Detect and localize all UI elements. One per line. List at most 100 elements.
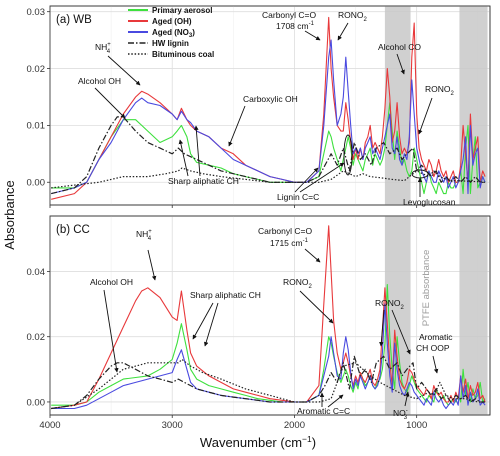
annotation-no3-b-main: NO <box>393 408 406 418</box>
legend-label-aged-oh: Aged (OH) <box>152 17 192 26</box>
annotation-rono2-b2: RONO2 <box>375 298 405 311</box>
y-axis-label: Absorbance <box>2 180 17 249</box>
legend-label-aged-no3-end: ) <box>192 28 195 37</box>
panel-a-title: (a) WB <box>56 14 92 26</box>
y-tick-label: 0.00 <box>27 397 46 408</box>
legend-label-bituminous-coal: Bituminous coal <box>152 50 214 59</box>
arrow-rono2-b2a <box>379 309 385 347</box>
x-tick-label: 2000 <box>284 420 305 431</box>
y-tick-label: 0.01 <box>27 121 46 132</box>
annotation-ch-oop-b: CH OOP <box>416 343 450 353</box>
arrow-rono2-b1 <box>299 290 334 324</box>
annotation-alcohol-co-a: Alcohol CO <box>378 42 421 52</box>
legend-label-aged-no3-main: Aged (NO <box>152 28 189 37</box>
annotation-nh4-b-sup: + <box>148 229 152 235</box>
annotation-aromatic-cc-b: Aromatic C=C <box>297 406 350 416</box>
series-hw-lignin <box>51 355 486 410</box>
annotation-nh4-a-sub: 4 <box>107 49 111 55</box>
arrow-lignin-cc-a1 <box>299 162 345 193</box>
arrow-aromatic-cc-b1 <box>327 394 344 408</box>
arrow-aliphatic-ch-a1 <box>178 139 189 177</box>
lignin-ellipse-a <box>343 134 353 176</box>
y-tick-label: 0.04 <box>27 267 46 278</box>
annotation-rono2-a1: RONO2 <box>338 10 368 23</box>
annotation-rono2-a2: RONO2 <box>425 84 455 97</box>
legend: Primary aerosol Aged (OH) Aged (NO3) HW … <box>128 6 214 59</box>
y-tick-label: 0.02 <box>27 64 46 75</box>
legend-label-aged-no3-sub: 3 <box>189 33 193 39</box>
x-axis-label-sup: −1 <box>302 434 312 444</box>
plot-area <box>49 5 491 206</box>
x-axis-label: Wavenumber (cm−1) <box>200 434 316 450</box>
arrow-no3-b <box>404 391 410 407</box>
annotation-arrows <box>94 22 439 408</box>
annotation-lignin-cc-a: Lignin C=C <box>277 192 319 202</box>
annotation-nh4-a-main: NH <box>95 42 107 52</box>
x-tick-label: 4000 <box>39 420 60 431</box>
annotation-nh4-b-main: NH <box>136 229 148 239</box>
annotation-nh4-a: NH+ 4 <box>95 42 111 55</box>
arrow-alcohol-oh-a <box>94 87 126 119</box>
annotation-rono2-a2-sub: 2 <box>451 91 455 97</box>
x-tick-label: 3000 <box>162 420 183 431</box>
y-tick-label: 0.00 <box>27 178 46 189</box>
arrow-rono2-b2b <box>391 309 411 355</box>
annotation-carbonyl-wn-a: 1708 cm-1 <box>276 21 315 31</box>
panel-a: 0.00 0.01 0.02 0.03 <box>27 5 491 208</box>
arrow-carbonyl-b <box>304 248 321 263</box>
panel-b: 0.00 0.02 0.04 4000 3000 2000 1000 <box>27 215 491 431</box>
annotation-carbonyl-b: Carbonyl C=O <box>258 226 312 236</box>
annotation-carbonyl-wn-b-main: 1715 cm <box>270 238 303 248</box>
x-axis-label-main: Wavenumber (cm <box>200 435 302 450</box>
x-axis-label-end: ) <box>312 435 316 450</box>
ptfe-shaded-region <box>459 216 488 415</box>
arrow-alcohol-oh-b <box>103 289 119 373</box>
annotation-rono2-a2-main: RONO <box>425 84 451 94</box>
annotation-nh4-b: NH+ 4 <box>136 229 152 242</box>
legend-label-aged-no3: Aged (NO3) <box>152 28 195 39</box>
arrow-carboxylic-oh-a <box>228 105 246 147</box>
annotation-no3-b-sup: - <box>406 408 408 414</box>
annotation-aromatic-b: Aromatic <box>419 332 453 342</box>
annotation-rono2-b2-main: RONO <box>375 298 401 308</box>
legend-label-primary: Primary aerosol <box>152 6 212 15</box>
arrow-rono2-a2 <box>418 97 433 135</box>
arrow-rono2-a1 <box>337 22 349 41</box>
annotation-rono2-a1-main: RONO <box>338 10 364 20</box>
annotation-no3-b: NO-3 <box>393 408 408 421</box>
arrow-carbonyl-a <box>304 30 321 41</box>
annotation-rono2-b1-main: RONO <box>283 277 309 287</box>
annotation-rono2-a1-sub: 2 <box>364 17 368 23</box>
y-tick-label: 0.02 <box>27 332 46 343</box>
panel-b-title: (b) CC <box>56 224 90 236</box>
series-hw-lignin <box>51 116 486 195</box>
y-tick-label: 0.03 <box>27 7 46 18</box>
annotation-rono2-b2-sub: 2 <box>401 305 405 311</box>
plot-frame <box>49 215 491 416</box>
annotation-carbonyl-a: Carbonyl C=O <box>262 10 316 20</box>
annotation-nh4-b-sub: 4 <box>148 236 152 242</box>
arrow-lignin-cc-a2 <box>294 167 319 193</box>
legend-label-hw-lignin: HW lignin <box>152 39 189 48</box>
annotation-carbonyl-wn-a-sup: -1 <box>309 21 315 27</box>
annotation-no3-b-sub: 3 <box>404 415 408 421</box>
arrow-aliphatic-ch-b1 <box>192 302 214 340</box>
annotation-aliphatic-ch-b: Sharp aliphatic CH <box>190 290 261 300</box>
annotation-aliphatic-ch-a: Sharp aliphatic CH <box>168 176 239 186</box>
arrow-alcohol-co-a <box>396 53 405 75</box>
annotation-carbonyl-wn-b: 1715 cm-1 <box>270 238 309 248</box>
x-tick-label: 1000 <box>406 420 427 431</box>
annotation-nh4-a-sup: + <box>107 42 111 48</box>
annotation-levoglucosan-a: Levoglucosan <box>403 197 456 207</box>
annotation-rono2-b1: RONO2 <box>283 277 313 290</box>
arrow-nh4-a <box>107 55 141 86</box>
arrow-aliphatic-ch-b2 <box>203 302 219 347</box>
arrow-ch-oop-b <box>432 355 439 374</box>
annotation-carboxylic-oh-a: Carboxylic OH <box>243 94 298 104</box>
annotation-carbonyl-wn-a-main: 1708 cm <box>276 21 309 31</box>
series-bituminous-coal <box>51 167 486 189</box>
plot-frame <box>49 5 491 206</box>
series-aged-oh- <box>51 225 486 410</box>
series-bituminous-coal <box>51 358 486 410</box>
